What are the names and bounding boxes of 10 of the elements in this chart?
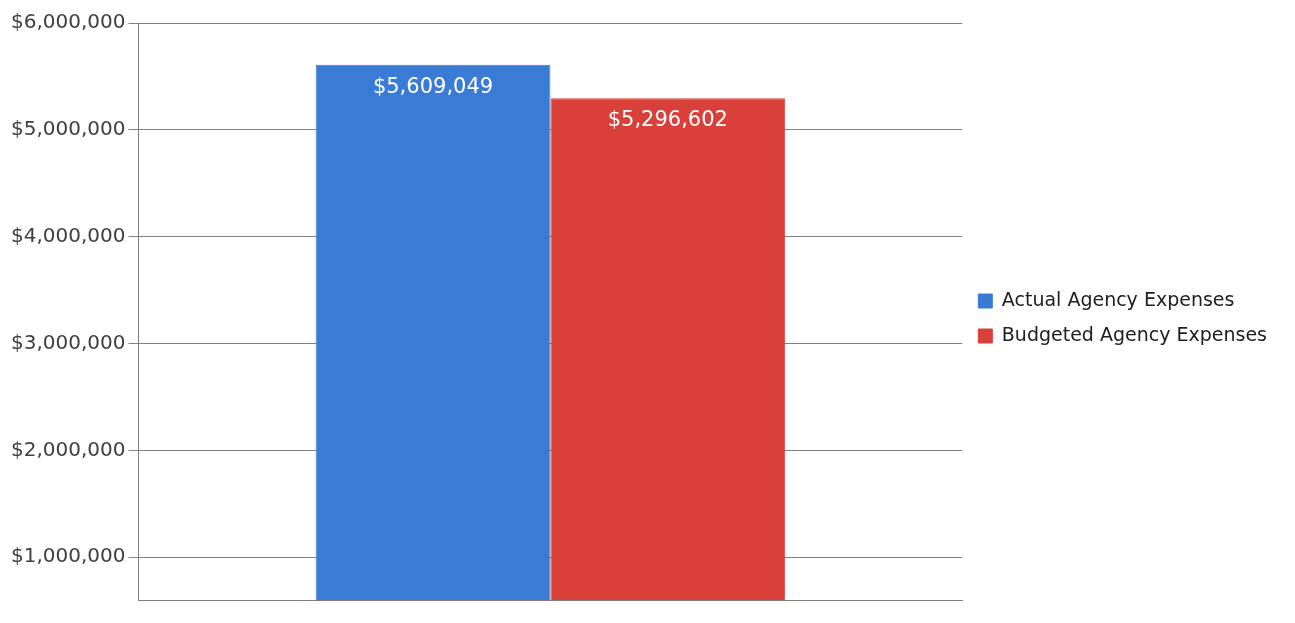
y-tick-label: $1,000,000: [11, 543, 126, 568]
y-tick-label: $5,000,000: [11, 116, 126, 141]
y-tick-label: $2,000,000: [11, 436, 126, 461]
y-tick-label: $6,000,000: [11, 9, 126, 34]
legend-label: Budgeted Agency Expenses: [1001, 322, 1268, 345]
data-label: $5,609,049: [372, 73, 494, 98]
legend-label: Actual Agency Expenses: [1001, 287, 1235, 310]
y-tick-label: $4,000,000: [11, 222, 126, 247]
y-tick-label: $3,000,000: [11, 329, 126, 354]
data-label: $5,296,602: [607, 107, 728, 132]
